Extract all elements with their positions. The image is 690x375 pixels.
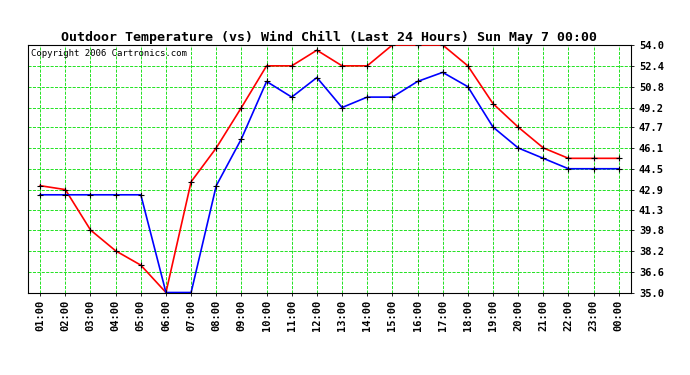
Title: Outdoor Temperature (vs) Wind Chill (Last 24 Hours) Sun May 7 00:00: Outdoor Temperature (vs) Wind Chill (Las… [61,31,598,44]
Text: Copyright 2006 Cartronics.com: Copyright 2006 Cartronics.com [30,49,186,58]
